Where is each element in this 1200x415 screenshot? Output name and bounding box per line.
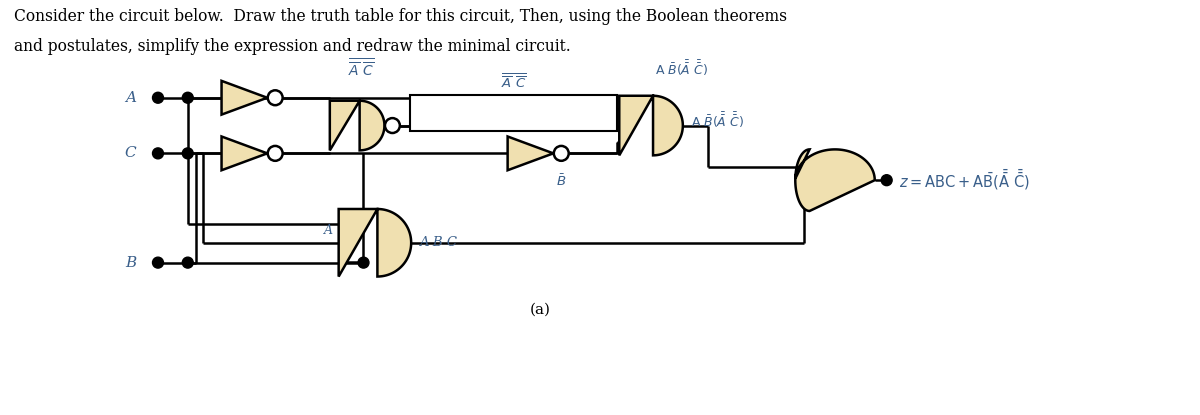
Text: C: C xyxy=(125,146,136,160)
Circle shape xyxy=(385,118,400,133)
Circle shape xyxy=(182,92,193,103)
Text: A B C: A B C xyxy=(419,236,457,249)
Circle shape xyxy=(182,257,193,268)
Polygon shape xyxy=(222,137,268,170)
Circle shape xyxy=(881,175,892,186)
Text: $z = \mathrm{ABC} + \mathrm{A}\bar{\mathrm{B}}(\bar{\bar{\mathrm{A}}}\ \bar{\bar: $z = \mathrm{ABC} + \mathrm{A}\bar{\math… xyxy=(899,168,1030,192)
Circle shape xyxy=(554,146,569,161)
Circle shape xyxy=(152,148,163,159)
Text: $\overline{\overline{A}\ \overline{C}}$: $\overline{\overline{A}\ \overline{C}}$ xyxy=(502,73,527,91)
Circle shape xyxy=(358,257,368,268)
Circle shape xyxy=(152,92,163,103)
Circle shape xyxy=(182,148,193,159)
Text: A $\bar{B}(\bar{\bar{A}}\ \bar{\bar{C}})$: A $\bar{B}(\bar{\bar{A}}\ \bar{\bar{C}})… xyxy=(655,59,708,78)
Text: and postulates, simplify the expression and redraw the minimal circuit.: and postulates, simplify the expression … xyxy=(14,38,571,55)
Text: $\overline{\overline{A}\ \overline{C}}$: $\overline{\overline{A}\ \overline{C}}$ xyxy=(348,56,374,79)
Bar xyxy=(410,95,617,131)
Text: (a): (a) xyxy=(530,302,551,316)
Text: Consider the circuit below.  Draw the truth table for this circuit, Then, using : Consider the circuit below. Draw the tru… xyxy=(14,8,787,25)
Circle shape xyxy=(268,90,283,105)
Polygon shape xyxy=(338,209,412,276)
Polygon shape xyxy=(619,96,683,155)
Polygon shape xyxy=(330,101,384,150)
Circle shape xyxy=(268,146,283,161)
Polygon shape xyxy=(222,81,268,115)
Text: $\bar{B}$: $\bar{B}$ xyxy=(556,173,566,189)
Text: A: A xyxy=(324,224,332,237)
Text: B: B xyxy=(125,256,136,270)
Text: A: A xyxy=(605,115,613,128)
Polygon shape xyxy=(508,137,553,170)
Circle shape xyxy=(152,257,163,268)
Text: A $\bar{B}(\bar{\bar{A}}\ \bar{\bar{C}})$: A $\bar{B}(\bar{\bar{A}}\ \bar{\bar{C}})… xyxy=(691,111,744,130)
Text: A: A xyxy=(510,109,518,122)
Polygon shape xyxy=(796,149,875,211)
Text: A: A xyxy=(125,91,136,105)
